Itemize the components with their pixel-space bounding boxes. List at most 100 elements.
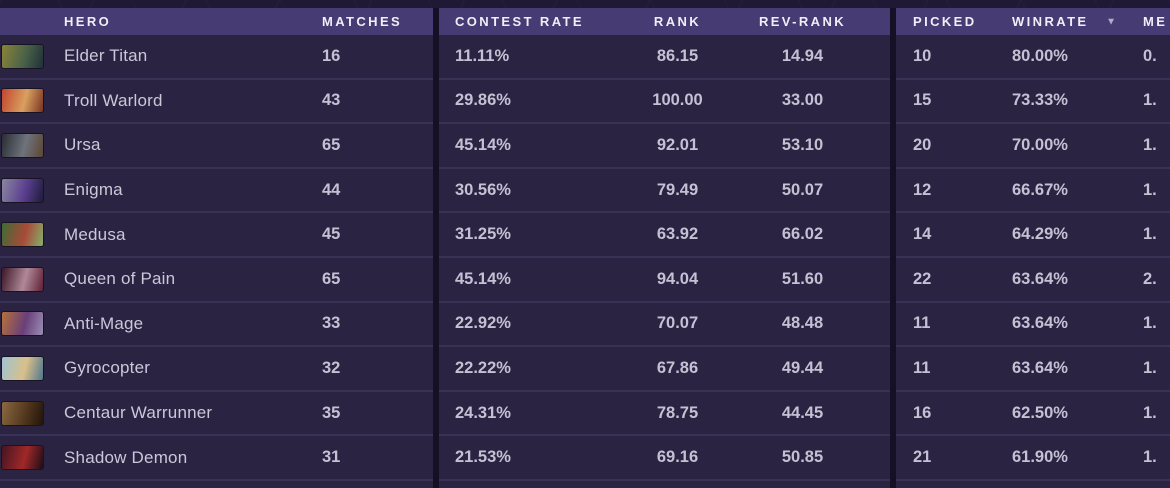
- cell-rank: 94.04: [640, 257, 715, 303]
- table-body: Elder Titan 16 11.11% 86.15 14.94 10 80.…: [0, 35, 1170, 481]
- rev-rank-value: 33.00: [781, 91, 824, 110]
- cell-hero-name[interactable]: Troll Warlord: [56, 79, 310, 125]
- cell-hero-icon: [0, 302, 56, 348]
- picked-value: 21: [913, 448, 932, 467]
- contest-rate-value: 22.92%: [455, 314, 511, 333]
- table-row[interactable]: Troll Warlord 43 29.86% 100.00 33.00 15 …: [0, 79, 1170, 125]
- cell-last-column-clipped: 1.: [1120, 436, 1170, 481]
- rev-rank-value: 50.07: [781, 180, 824, 199]
- hero-name: Elder Titan: [64, 46, 148, 66]
- cell-hero-name[interactable]: Shadow Demon: [56, 436, 310, 481]
- cell-winrate: 80.00%: [996, 35, 1120, 80]
- sort-desc-icon[interactable]: ▼: [1106, 16, 1116, 27]
- cell-picked: 11: [896, 347, 996, 392]
- hero-name: Shadow Demon: [64, 447, 188, 467]
- cell-hero-name[interactable]: Elder Titan: [56, 35, 310, 80]
- cell-hero-name[interactable]: Gyrocopter: [56, 347, 310, 392]
- cell-hero-icon: [0, 347, 56, 392]
- cell-matches: 35: [310, 391, 433, 437]
- cell-winrate: 63.64%: [996, 302, 1120, 348]
- matches-value: 31: [322, 448, 341, 467]
- cell-contest-rate: 30.56%: [439, 168, 640, 214]
- table-row[interactable]: Shadow Demon 31 21.53% 69.16 50.85 21 61…: [0, 436, 1170, 481]
- header-winrate[interactable]: WINRATE ▼: [996, 8, 1120, 35]
- cell-rev-rank: 49.44: [715, 347, 890, 392]
- group-divider: [433, 35, 439, 80]
- picked-value: 11: [913, 314, 931, 333]
- contest-rate-value: 45.14%: [455, 269, 511, 288]
- table-row[interactable]: Medusa 45 31.25% 63.92 66.02 14 64.29% 1…: [0, 213, 1170, 258]
- group-divider: [433, 257, 439, 303]
- cell-hero-name[interactable]: Ursa: [56, 124, 310, 169]
- table-row[interactable]: Anti-Mage 33 22.92% 70.07 48.48 11 63.64…: [0, 302, 1170, 348]
- cell-hero-icon: [0, 213, 56, 258]
- contest-rate-value: 11.11%: [455, 46, 510, 65]
- cell-rev-rank: 50.07: [715, 168, 890, 214]
- cell-matches: 33: [310, 302, 433, 348]
- group-divider: [890, 124, 896, 169]
- group-divider: [433, 79, 439, 125]
- group-divider: [433, 347, 439, 392]
- hero-name: Anti-Mage: [64, 313, 144, 333]
- cell-last-column-clipped: 1.: [1120, 79, 1170, 125]
- table-row[interactable]: Elder Titan 16 11.11% 86.15 14.94 10 80.…: [0, 35, 1170, 80]
- cell-rev-rank: 50.85: [715, 436, 890, 481]
- header-winrate-label: WINRATE: [1012, 14, 1089, 29]
- group-divider: [890, 79, 896, 125]
- cell-winrate: 66.67%: [996, 168, 1120, 214]
- header-rank[interactable]: RANK: [640, 8, 715, 35]
- table-row[interactable]: Queen of Pain 65 45.14% 94.04 51.60 22 6…: [0, 257, 1170, 303]
- cell-hero-name[interactable]: Medusa: [56, 213, 310, 258]
- cell-rank: 92.01: [640, 124, 715, 169]
- cell-picked: 16: [896, 391, 996, 437]
- cell-hero-name[interactable]: Anti-Mage: [56, 302, 310, 348]
- table-header-row: HERO MATCHES CONTEST RATE RANK REV-RANK …: [0, 8, 1170, 35]
- cell-rank: 100.00: [640, 79, 715, 125]
- partial-row-segment: [439, 480, 890, 488]
- group-divider: [433, 391, 439, 437]
- hero-name: Enigma: [64, 180, 123, 200]
- group-divider: [433, 436, 439, 481]
- header-last-column-clipped[interactable]: ME: [1120, 8, 1170, 35]
- cell-picked: 14: [896, 213, 996, 258]
- cell-picked: 10: [896, 35, 996, 80]
- hero-name: Queen of Pain: [64, 269, 176, 289]
- group-divider: [890, 391, 896, 437]
- picked-value: 22: [913, 269, 932, 288]
- table-row[interactable]: Ursa 65 45.14% 92.01 53.10 20 70.00% 1.: [0, 124, 1170, 169]
- cell-last-column-clipped: 1.: [1120, 168, 1170, 214]
- group-divider: [890, 302, 896, 348]
- matches-value: 45: [322, 225, 341, 244]
- table-row[interactable]: Enigma 44 30.56% 79.49 50.07 12 66.67% 1…: [0, 168, 1170, 214]
- header-rev-rank[interactable]: REV-RANK: [715, 8, 890, 35]
- hero-portrait-icon: [2, 223, 43, 247]
- matches-value: 65: [322, 135, 341, 154]
- table-row[interactable]: Gyrocopter 32 22.22% 67.86 49.44 11 63.6…: [0, 347, 1170, 392]
- cell-winrate: 73.33%: [996, 79, 1120, 125]
- last-column-value: 1.: [1143, 358, 1157, 377]
- cell-last-column-clipped: 1.: [1120, 391, 1170, 437]
- table-row[interactable]: Centaur Warrunner 35 24.31% 78.75 44.45 …: [0, 391, 1170, 437]
- cell-rank: 69.16: [640, 436, 715, 481]
- cell-hero-icon: [0, 436, 56, 481]
- header-contest-rate[interactable]: CONTEST RATE: [439, 8, 640, 35]
- cell-hero-name[interactable]: Queen of Pain: [56, 257, 310, 303]
- hero-portrait-icon: [2, 133, 43, 157]
- cell-matches: 65: [310, 257, 433, 303]
- header-picked[interactable]: PICKED: [896, 8, 996, 35]
- group-divider: [433, 8, 439, 35]
- matches-value: 35: [322, 403, 341, 422]
- header-matches[interactable]: MATCHES: [310, 8, 433, 35]
- cell-rev-rank: 44.45: [715, 391, 890, 437]
- cell-hero-name[interactable]: Centaur Warrunner: [56, 391, 310, 437]
- header-hero[interactable]: HERO: [56, 8, 310, 35]
- cell-rank: 79.49: [640, 168, 715, 214]
- contest-rate-value: 24.31%: [455, 403, 511, 422]
- header-icon-spacer: [0, 8, 56, 35]
- picked-value: 11: [913, 358, 931, 377]
- partial-row-segment: [896, 480, 1170, 488]
- cell-rev-rank: 48.48: [715, 302, 890, 348]
- cell-picked: 12: [896, 168, 996, 214]
- cell-rev-rank: 53.10: [715, 124, 890, 169]
- cell-hero-name[interactable]: Enigma: [56, 168, 310, 214]
